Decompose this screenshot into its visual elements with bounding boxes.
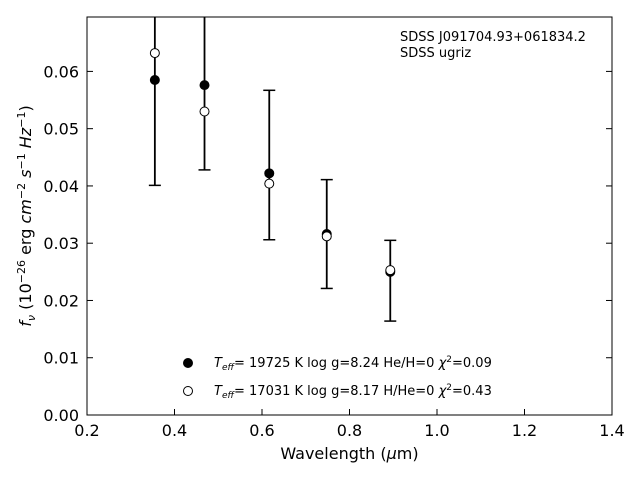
y-tick-label: 0.01 bbox=[43, 349, 79, 368]
model-point-open bbox=[385, 265, 396, 276]
legend: Teff= 19725 K log g=8.24 He/H=0 χ2=0.09 … bbox=[183, 355, 492, 401]
model-point-open bbox=[321, 231, 332, 242]
legend-marker-filled bbox=[183, 358, 193, 368]
model-point-open bbox=[264, 178, 275, 189]
y-axis-label: fν (10−26 erg cm−2 s−1 Hz−1) bbox=[15, 105, 38, 326]
y-tick-label: 0.03 bbox=[43, 234, 79, 253]
model-point-open bbox=[149, 48, 160, 59]
x-tick-label: 0.8 bbox=[337, 421, 362, 440]
model-point-filled bbox=[149, 74, 160, 85]
error-bars bbox=[148, 17, 397, 322]
x-axis-label: Wavelength (μm) bbox=[280, 444, 418, 463]
data-points bbox=[149, 48, 396, 277]
annotation-object-name: SDSS J091704.93+061834.2 bbox=[400, 30, 586, 45]
y-tick-label: 0.02 bbox=[43, 291, 79, 310]
y-tick-label: 0.00 bbox=[43, 406, 79, 425]
x-tick-label: 1.2 bbox=[512, 421, 537, 440]
axis-ticks: 0.2 0.4 0.6 0.8 1.0 1.2 1.4 0.00 0.01 0.02 0.03 0.0… bbox=[43, 62, 624, 440]
x-tick-label: 0.4 bbox=[162, 421, 187, 440]
model-point-filled bbox=[199, 80, 210, 91]
x-tick-label: 1.4 bbox=[599, 421, 624, 440]
y-tick-label: 0.05 bbox=[43, 120, 79, 139]
legend-label-model-2: Teff= 17031 K log g=8.17 H/He=0 χ2=0.43 bbox=[214, 383, 492, 401]
legend-label-model-1: Teff= 19725 K log g=8.24 He/H=0 χ2=0.09 bbox=[214, 355, 492, 373]
legend-marker-open bbox=[183, 386, 193, 396]
y-tick-label: 0.06 bbox=[43, 62, 79, 81]
x-tick-label: 0.6 bbox=[249, 421, 274, 440]
y-tick-label: 0.04 bbox=[43, 177, 79, 196]
model-point-filled bbox=[264, 168, 275, 179]
annotation-filter-set: SDSS ugriz bbox=[400, 46, 471, 61]
x-tick-label: 1.0 bbox=[424, 421, 449, 440]
x-tick-label: 0.2 bbox=[74, 421, 99, 440]
model-point-open bbox=[199, 106, 210, 117]
